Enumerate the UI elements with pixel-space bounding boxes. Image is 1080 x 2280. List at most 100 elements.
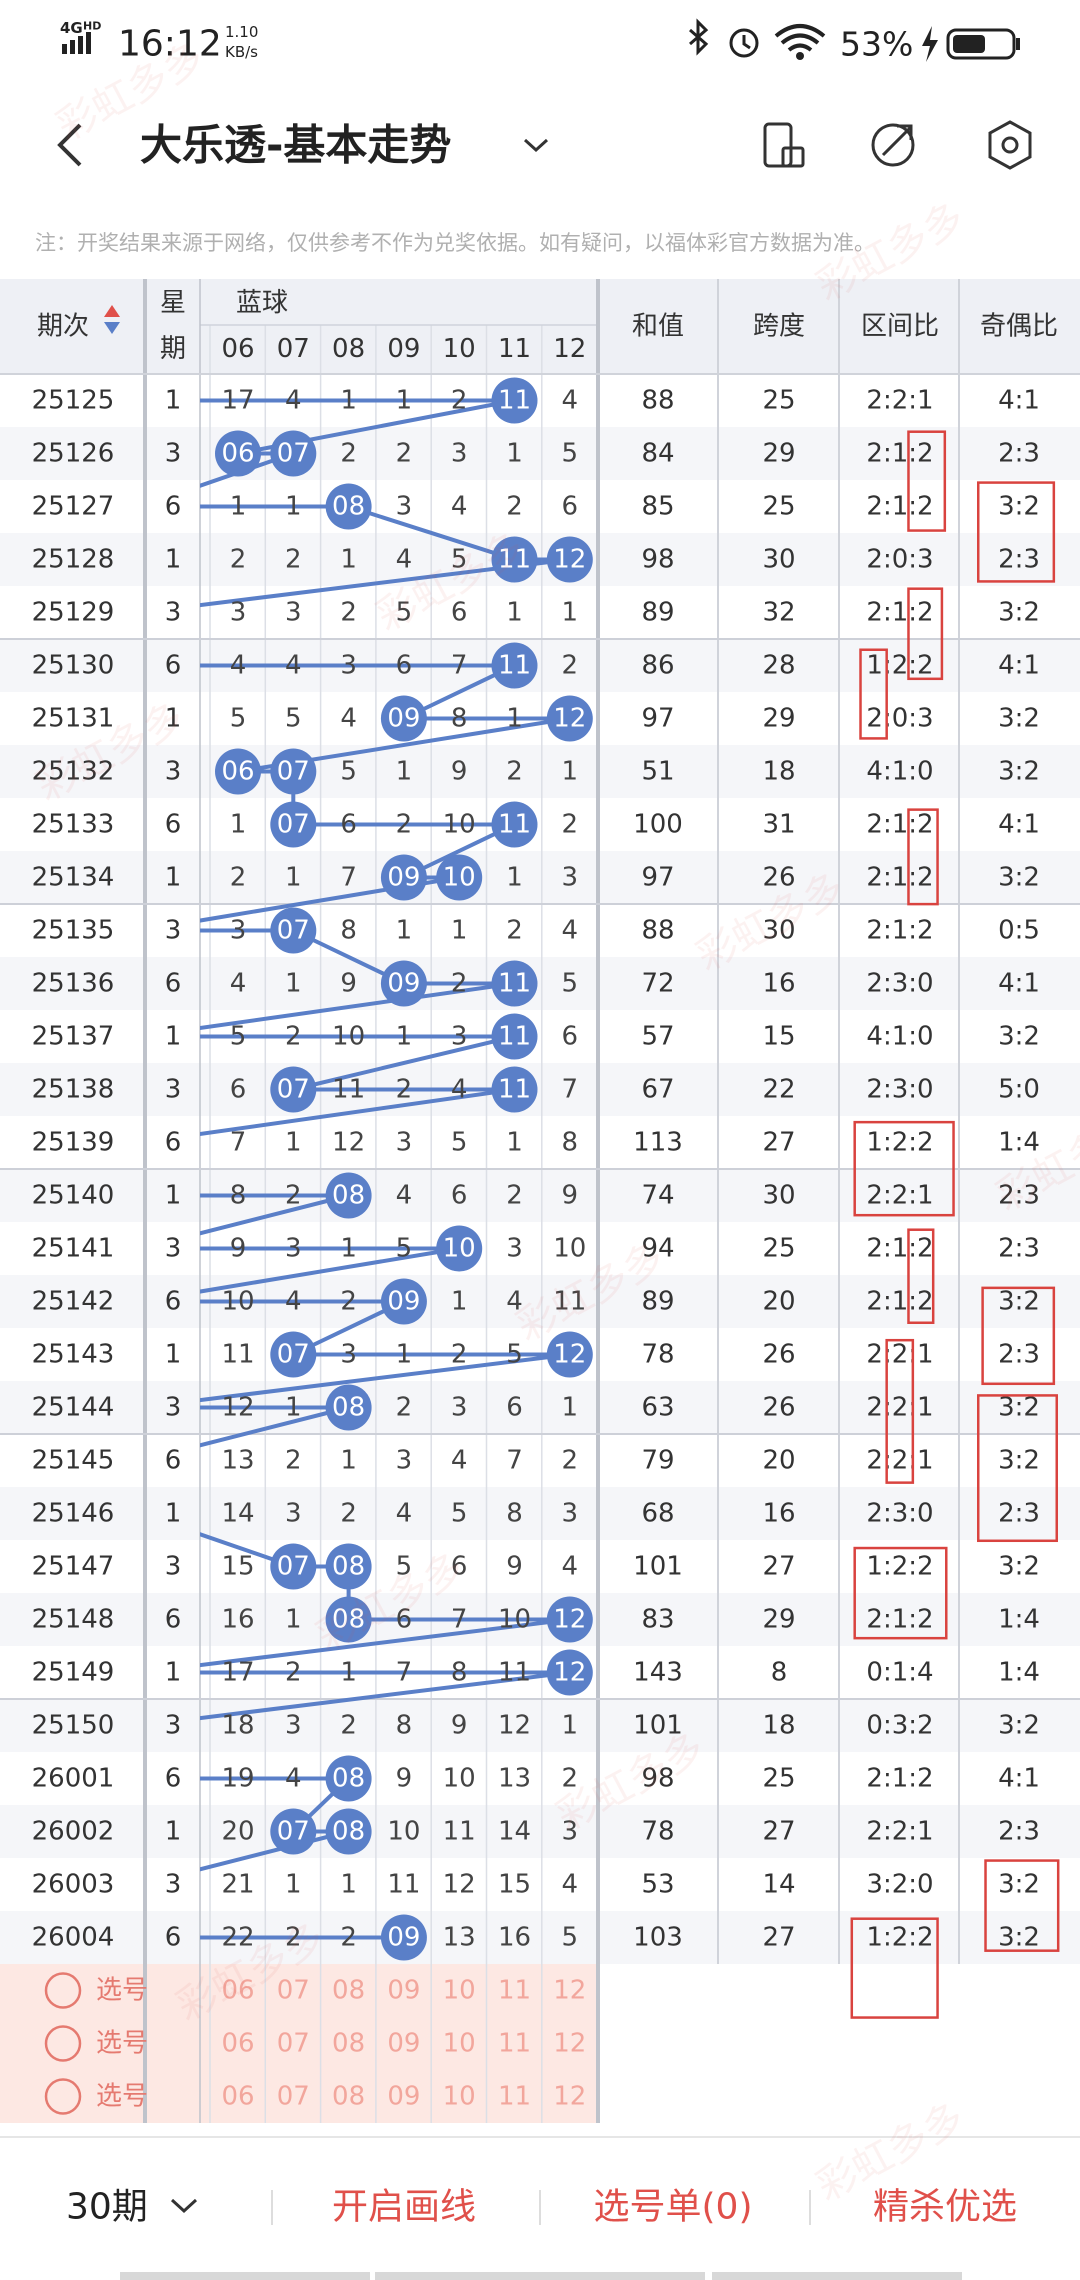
- ball: [325, 1384, 372, 1431]
- miss-count: 13: [221, 1446, 254, 1476]
- ball-number: 08: [332, 1181, 365, 1211]
- odd-even: 4:1: [998, 969, 1040, 999]
- miss-count: 1: [285, 1393, 302, 1423]
- miss-count: 12: [443, 1870, 476, 1900]
- pick-number[interactable]: 07: [277, 1976, 310, 2006]
- zone: 2:1:2: [866, 916, 933, 946]
- pick-number[interactable]: 09: [387, 2082, 420, 2112]
- ball: [436, 854, 483, 901]
- wifi-icon: [774, 24, 826, 52]
- ball-number: 12: [553, 1340, 586, 1370]
- miss-count: 3: [451, 439, 468, 469]
- pick-number[interactable]: 11: [498, 2082, 531, 2112]
- pick-number[interactable]: 09: [387, 1976, 420, 2006]
- period-chevron: [170, 2198, 198, 2214]
- pick-number[interactable]: 07: [277, 2082, 310, 2112]
- sum: 100: [633, 810, 683, 840]
- pick-number[interactable]: 11: [498, 1976, 531, 2006]
- ball-number: 08: [332, 1552, 365, 1582]
- pick-number[interactable]: 10: [443, 1976, 476, 2006]
- miss-count: 17: [221, 386, 254, 416]
- sum: 84: [641, 439, 674, 469]
- annotation-box: [885, 1338, 915, 1484]
- miss-count: 5: [562, 1923, 579, 1953]
- weekday: 6: [165, 969, 182, 999]
- pick-number[interactable]: 08: [332, 2029, 365, 2059]
- pick-number[interactable]: 08: [332, 1976, 365, 2006]
- rotate-icon[interactable]: [763, 122, 793, 168]
- pick-number[interactable]: 06: [221, 2082, 254, 2112]
- miss-count: 1: [285, 1605, 302, 1635]
- header-number: 06: [221, 334, 254, 364]
- period: 25141: [32, 1234, 115, 1264]
- back-button[interactable]: [57, 123, 82, 167]
- weekday: 3: [165, 1552, 182, 1582]
- weekday: 1: [165, 1499, 182, 1529]
- miss-count: 4: [506, 1287, 523, 1317]
- network: 4G: [60, 19, 83, 37]
- period: 26002: [32, 1817, 115, 1847]
- ball: [215, 748, 261, 795]
- header-number: 10: [443, 334, 476, 364]
- miss-count: 8: [396, 1711, 413, 1741]
- pick-radio[interactable]: [44, 2078, 82, 2115]
- ball-number: 07: [277, 1817, 310, 1847]
- pick-number[interactable]: 11: [498, 2029, 531, 2059]
- pick-radio[interactable]: [44, 1972, 82, 2009]
- miss-count: 2: [340, 1499, 357, 1529]
- zone: 2:2:1: [866, 386, 933, 416]
- miss-count: 2: [230, 863, 247, 893]
- period: 25145: [32, 1446, 115, 1476]
- miss-count: 3: [396, 1128, 413, 1158]
- header-weekday: 期: [160, 334, 186, 364]
- weekday: 6: [165, 1764, 182, 1794]
- draw-lines-button[interactable]: 开启画线: [332, 2187, 476, 2228]
- pick-number[interactable]: 12: [553, 2082, 586, 2112]
- title-dropdown[interactable]: [523, 138, 549, 153]
- weekday: 6: [165, 1605, 182, 1635]
- page-title[interactable]: 大乐透-基本走势: [140, 121, 451, 170]
- period: 25150: [32, 1711, 115, 1741]
- weekday: 1: [165, 1022, 182, 1052]
- period: 25136: [32, 969, 115, 999]
- miss-count: 10: [443, 1764, 476, 1794]
- share-icon[interactable]: [871, 123, 915, 167]
- pick-list-button[interactable]: 选号单(0): [594, 2187, 753, 2228]
- miss-count: 2: [285, 1181, 302, 1211]
- pick-number[interactable]: 06: [221, 1976, 254, 2006]
- pick-number[interactable]: 12: [553, 1976, 586, 2006]
- miss-count: 18: [221, 1711, 254, 1741]
- settings-icon[interactable]: [988, 120, 1032, 170]
- pick-number[interactable]: 08: [332, 2082, 365, 2112]
- period-select[interactable]: 30期: [66, 2187, 148, 2228]
- span: 29: [762, 1605, 795, 1635]
- miss-count: 1: [285, 1870, 302, 1900]
- premium-button[interactable]: 精杀优选: [873, 2187, 1017, 2228]
- miss-count: 10: [498, 1605, 531, 1635]
- miss-count: 8: [340, 916, 357, 946]
- odd-even: 4:1: [998, 810, 1040, 840]
- miss-count: 4: [562, 1870, 579, 1900]
- ball-number: 11: [498, 651, 531, 681]
- pick-number[interactable]: 12: [553, 2029, 586, 2059]
- sum: 63: [641, 1393, 674, 1423]
- miss-count: 4: [396, 1181, 413, 1211]
- zone: 2:1:2: [866, 1287, 933, 1317]
- miss-count: 7: [396, 1658, 413, 1688]
- ball-number: 08: [332, 1817, 365, 1847]
- ball: [325, 1543, 372, 1590]
- pick-number[interactable]: 10: [443, 2029, 476, 2059]
- miss-count: 2: [506, 757, 523, 787]
- span: 25: [762, 386, 795, 416]
- pick-number[interactable]: 09: [387, 2029, 420, 2059]
- span: 26: [762, 1393, 795, 1423]
- pick-radio[interactable]: [44, 2025, 82, 2062]
- pick-number[interactable]: 06: [221, 2029, 254, 2059]
- span: 8: [771, 1658, 788, 1688]
- ball-number: 07: [277, 1552, 310, 1582]
- pick-number[interactable]: 10: [443, 2082, 476, 2112]
- pick-number[interactable]: 07: [277, 2029, 310, 2059]
- period: 25149: [32, 1658, 115, 1688]
- sort-down: [104, 322, 120, 334]
- span: 27: [762, 1817, 795, 1847]
